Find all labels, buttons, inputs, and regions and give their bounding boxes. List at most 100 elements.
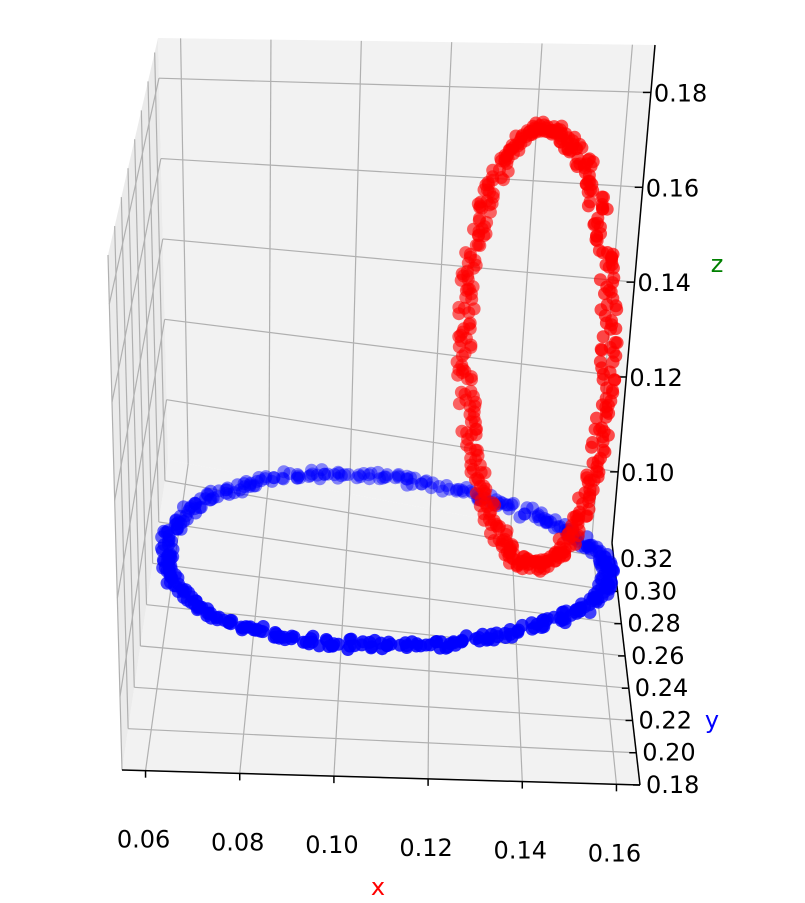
data-point (203, 493, 217, 507)
data-point (338, 468, 352, 482)
data-point (352, 468, 366, 482)
data-point (558, 548, 572, 562)
grid-line-x-back (179, 38, 189, 464)
data-point (581, 476, 595, 490)
y-tick-label: 0.28 (627, 610, 680, 638)
grid-line-y-side (140, 110, 154, 564)
data-point (479, 227, 493, 241)
z-tick-label: 0.12 (629, 364, 682, 392)
grid-line-z-back (164, 318, 627, 378)
x-axis-line (121, 769, 641, 786)
grid-line-x-floor (333, 493, 351, 777)
data-point (418, 475, 432, 489)
x-tick-label: 0.06 (117, 826, 170, 854)
data-point (328, 468, 341, 482)
data-point (605, 250, 619, 264)
data-point (464, 415, 478, 429)
data-point (527, 621, 541, 635)
data-point (433, 641, 447, 655)
data-point (576, 497, 590, 511)
data-point (583, 488, 597, 502)
data-point (595, 343, 609, 357)
data-point (464, 458, 478, 472)
data-point (322, 640, 336, 653)
data-point (331, 471, 345, 485)
data-point (376, 471, 390, 485)
grid-line-z-side (108, 78, 160, 305)
data-point (400, 469, 414, 483)
data-point (452, 397, 466, 411)
data-point (343, 639, 357, 653)
data-point (341, 468, 355, 481)
data-point (305, 467, 319, 481)
data-point (392, 470, 406, 484)
data-point (353, 470, 367, 484)
data-point (378, 470, 391, 484)
data-point (473, 211, 486, 225)
grid-line-z-back (160, 157, 643, 188)
data-point (267, 471, 281, 485)
data-point (210, 613, 224, 627)
data-point (499, 498, 513, 512)
data-point (547, 521, 561, 535)
data-point (470, 443, 484, 457)
data-point (458, 364, 472, 378)
data-point (380, 639, 394, 653)
data-point (302, 470, 316, 483)
data-point (267, 471, 281, 485)
data-point (400, 639, 414, 653)
data-point (442, 482, 456, 496)
data-point (481, 183, 494, 197)
data-point (502, 502, 516, 516)
data-point (455, 349, 469, 363)
grid-line-y-floor (140, 645, 629, 689)
data-point (426, 476, 440, 490)
data-point (391, 469, 405, 483)
data-point (452, 482, 466, 496)
data-point (362, 468, 376, 482)
data-point (419, 474, 433, 488)
data-point (469, 428, 483, 442)
data-point (277, 465, 291, 479)
grid-line-y-side (114, 226, 129, 729)
data-point (415, 477, 429, 491)
data-point (436, 484, 449, 498)
z-axis-title: z (711, 250, 724, 278)
data-point (450, 484, 463, 498)
data-point (224, 617, 238, 631)
data-point (594, 303, 608, 317)
data-point (608, 336, 622, 349)
tick-labels: 0.06 0.08 0.10 0.12 0.14 0.16 0.18 0.20 0.22 0.24… (117, 79, 708, 867)
data-point (290, 468, 304, 481)
data-points (155, 115, 624, 656)
data-point (364, 641, 378, 655)
grid-line-x-back (268, 39, 272, 479)
grid-line-y-side (154, 52, 166, 481)
pane-back (158, 38, 655, 543)
data-point (313, 472, 327, 486)
data-point (596, 367, 610, 381)
data-point (463, 250, 477, 264)
data-point (310, 468, 324, 482)
z-tick-label: 0.16 (646, 174, 699, 202)
data-point (400, 472, 414, 486)
data-point (515, 562, 529, 576)
data-point (265, 474, 279, 488)
data-point (408, 471, 422, 485)
data-point (561, 527, 575, 541)
data-point (487, 514, 501, 528)
y-tick-label: 0.32 (620, 545, 673, 573)
data-point (305, 463, 318, 477)
data-point (296, 635, 310, 649)
data-point (600, 381, 614, 395)
data-point (464, 340, 478, 354)
data-point (595, 398, 609, 412)
data-point (553, 611, 567, 625)
data-point (388, 471, 402, 485)
data-point (290, 471, 304, 485)
data-point (599, 316, 613, 330)
data-point (598, 445, 612, 459)
y-tick-label: 0.26 (631, 642, 684, 670)
